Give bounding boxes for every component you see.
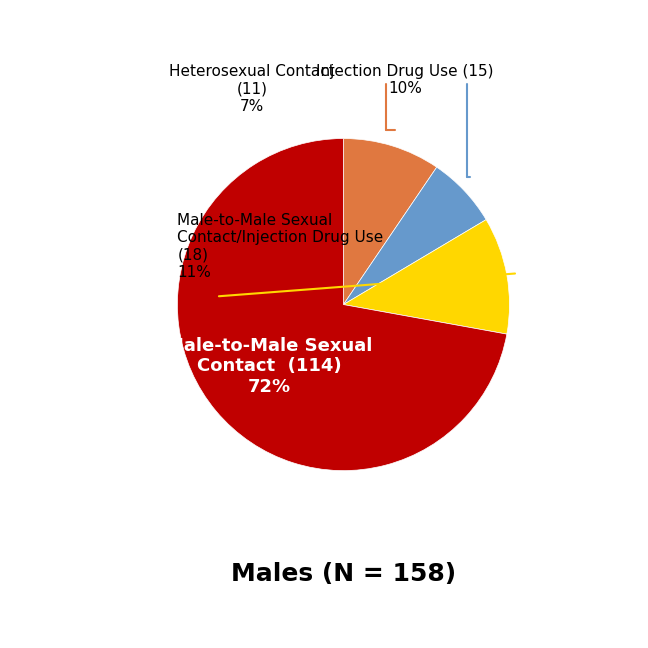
Text: Heterosexual Contact
(11)
7%: Heterosexual Contact (11) 7%	[169, 64, 335, 113]
Wedge shape	[343, 167, 486, 305]
Wedge shape	[343, 220, 509, 334]
Wedge shape	[343, 139, 437, 305]
Text: Male-to-Male Sexual
Contact/Injection Drug Use
(18)
11%: Male-to-Male Sexual Contact/Injection Dr…	[178, 213, 384, 280]
Wedge shape	[178, 139, 507, 470]
Text: Males (N = 158): Males (N = 158)	[231, 562, 456, 586]
Text: Injection Drug Use (15)
10%: Injection Drug Use (15) 10%	[316, 64, 494, 96]
Text: Male-to-Male Sexual
Contact  (114)
72%: Male-to-Male Sexual Contact (114) 72%	[167, 336, 373, 396]
